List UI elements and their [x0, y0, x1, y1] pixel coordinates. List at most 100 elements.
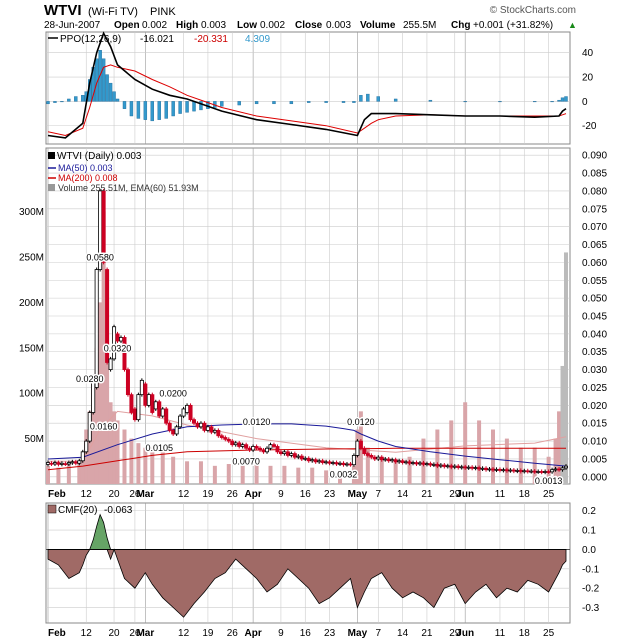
candle-body — [63, 463, 68, 466]
candle-body — [317, 460, 322, 463]
x-tick-label: 23 — [324, 489, 336, 500]
candle-body — [101, 190, 106, 263]
x-tick-label: 7 — [375, 628, 381, 639]
y-tick-label: 0.045 — [582, 312, 607, 323]
candle-body — [233, 442, 238, 446]
x-tick-label: 25 — [543, 628, 555, 639]
y-tick-label: 0.1 — [582, 526, 596, 537]
candle-body — [494, 468, 499, 471]
ppo-histogram-bar — [463, 101, 467, 103]
candle-body — [209, 426, 214, 433]
chg-up-arrow-icon: ▲ — [568, 20, 577, 30]
candle-body — [150, 394, 155, 413]
cmf-area — [46, 513, 570, 618]
volume-bar — [171, 456, 176, 484]
candle-body — [87, 412, 92, 442]
x-tick-label: 11 — [495, 489, 506, 500]
candle-body — [320, 460, 325, 463]
candle-body — [334, 462, 339, 465]
candle-body — [251, 446, 256, 451]
candle-body — [306, 457, 311, 462]
volume-bar — [143, 447, 148, 484]
cmf-legend-name: CMF(20) — [58, 505, 97, 516]
x-tick-label: 26 — [227, 489, 239, 500]
ppo-lines — [47, 31, 567, 139]
ppo-histogram-bar — [101, 58, 106, 102]
volume-tick-label: 150M — [19, 343, 44, 354]
ppo-histogram-bar — [564, 96, 568, 102]
price-annotation: 0.0200 — [159, 388, 187, 398]
ppo-histogram-bar — [157, 101, 161, 120]
candle-body — [143, 383, 148, 406]
volume-bar — [560, 365, 565, 484]
ma200-legend-label: MA(200) 0.008 — [58, 173, 118, 183]
ppo-histogram-bar — [171, 101, 175, 117]
candle-body — [473, 467, 478, 469]
x-tick-label: Apr — [244, 489, 261, 500]
x-tick-label: 21 — [421, 489, 433, 500]
volume-bar — [268, 465, 273, 484]
ppo-histogram-bar — [60, 101, 64, 103]
ppo-histogram-bar — [376, 96, 380, 102]
candle-body — [487, 468, 492, 471]
x-tick-label: 19 — [202, 489, 214, 500]
volume-bar — [338, 470, 343, 484]
candle-body — [265, 447, 270, 453]
candle-body — [404, 461, 409, 464]
candle-body — [557, 468, 562, 471]
ppo-histogram-bar — [254, 101, 259, 105]
x-tick-label: 19 — [202, 628, 214, 639]
volume-bar — [393, 461, 398, 484]
price-annotation: 0.0105 — [145, 443, 173, 453]
ppo-histogram-bar — [352, 101, 356, 103]
candle-body — [372, 456, 377, 460]
volume-bars — [46, 211, 568, 484]
volume-bar — [477, 420, 482, 484]
volume-bar — [198, 461, 203, 484]
x-tick-label: 12 — [81, 489, 93, 500]
volume-tick-label: 50M — [25, 434, 44, 445]
candle-body — [550, 469, 555, 473]
ppo-panel: 40 20 0 -20 PPO(12,26,9) -16.021 -20.331 4.… — [45, 31, 597, 145]
candle-body — [261, 449, 266, 453]
y-tick-label: 0.2 — [582, 506, 596, 517]
x-tick-label: May — [348, 489, 368, 500]
candle-body — [167, 422, 172, 431]
close-label: Close — [295, 20, 323, 31]
candle-body — [414, 462, 419, 465]
x-tick-label: 29 — [449, 489, 461, 500]
y-tick-label: 0.000 — [582, 472, 607, 483]
x-tick-label: 12 — [178, 628, 190, 639]
y-tick-label: 0.035 — [582, 347, 607, 358]
price-annotation: 0.0320 — [104, 344, 132, 354]
candle-body — [153, 401, 158, 410]
ppo-legend-value-ppo: -16.021 — [140, 34, 174, 45]
y-tick-label: 40 — [582, 48, 594, 59]
volume-bar — [122, 429, 127, 484]
x-tick-label: Feb — [48, 489, 66, 500]
chg-label: Chg — [451, 20, 470, 31]
ppo-histogram-bar — [112, 91, 116, 102]
candle-body — [181, 408, 186, 417]
candle-body — [125, 369, 130, 396]
volume-bar — [212, 465, 217, 484]
volume-bar — [504, 438, 509, 484]
candle-body — [303, 457, 308, 460]
ppo-legend-value-signal: -20.331 — [194, 34, 228, 45]
candle-body — [504, 469, 509, 472]
candle-body — [258, 447, 263, 451]
volume-bar — [129, 438, 134, 484]
x-tick-label: Feb — [48, 628, 66, 639]
price-annotation: 0.0013 — [535, 476, 563, 486]
price-legend-swatch — [48, 152, 55, 159]
candle-body — [73, 461, 78, 464]
volume-bar — [136, 443, 141, 484]
candle-body — [383, 458, 388, 461]
candle-body — [230, 440, 235, 446]
y-tick-label: 0.055 — [582, 276, 607, 287]
volume-bar — [185, 461, 190, 484]
candle-body — [358, 440, 363, 449]
candle-body — [411, 462, 416, 464]
candle-body — [271, 444, 276, 447]
